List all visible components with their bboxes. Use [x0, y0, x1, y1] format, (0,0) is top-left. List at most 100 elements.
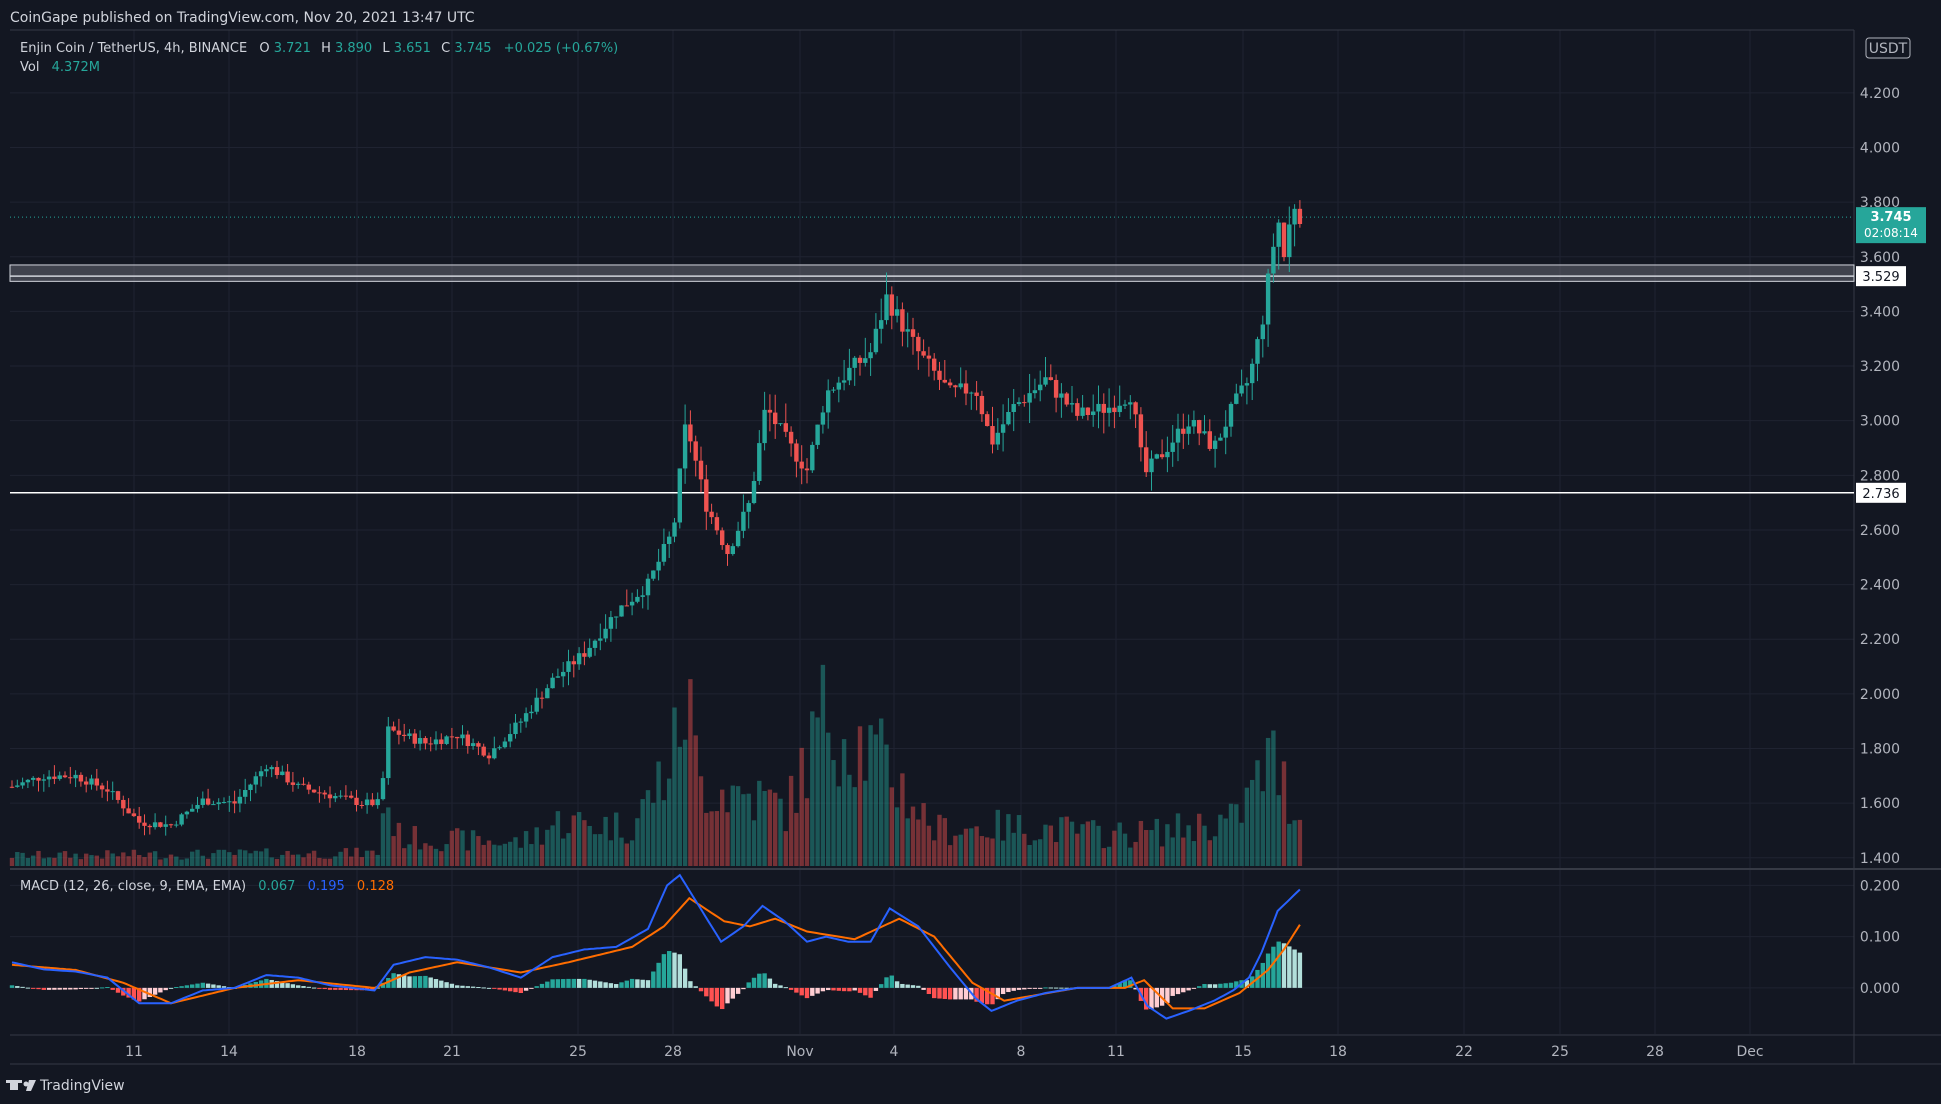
currency-badge[interactable]: USDT	[1865, 37, 1911, 59]
macd-histogram	[9, 941, 1303, 1010]
volume-bar	[428, 845, 433, 866]
volume-bar	[486, 840, 492, 866]
macd-histogram-bar	[635, 979, 640, 988]
macd-histogram-bar	[1048, 987, 1053, 989]
macd-histogram-bar	[958, 987, 963, 1000]
volume-bars	[9, 664, 1303, 866]
volume-bar	[926, 825, 932, 866]
volume-bar	[1159, 846, 1165, 866]
candle-body	[1133, 402, 1138, 415]
candle-body	[958, 383, 963, 388]
macd-histogram-bar	[465, 986, 470, 988]
candle-body	[1144, 447, 1149, 473]
macd-histogram-bar	[57, 987, 62, 990]
candle-body	[608, 617, 614, 629]
volume-bar	[704, 812, 709, 866]
volume-bar	[317, 857, 322, 866]
candle-body	[1027, 393, 1032, 403]
candle-body	[932, 358, 937, 371]
candle-body	[455, 736, 460, 739]
macd-histogram-bar	[84, 987, 89, 989]
volume-bar	[237, 849, 243, 866]
candle-body	[820, 412, 826, 425]
candle-body	[1059, 393, 1064, 398]
candle-body	[539, 697, 545, 699]
candle-body	[1207, 431, 1212, 449]
resistance-zone[interactable]	[9, 264, 1855, 282]
candle-body	[402, 734, 407, 736]
volume-bar	[1000, 840, 1006, 866]
macd-legend[interactable]: MACD (12, 26, close, 9, EMA, EMA) 0.067 …	[20, 879, 394, 894]
volume-bar	[402, 848, 407, 866]
candle-body	[1128, 402, 1133, 405]
volume-bar	[534, 827, 539, 866]
candle-body	[587, 647, 592, 657]
volume-bar	[518, 847, 523, 866]
candle-body	[873, 328, 879, 353]
volume-bar	[78, 859, 84, 866]
volume-bar	[20, 852, 25, 866]
volume-bar	[137, 855, 142, 866]
candle-body	[9, 786, 15, 788]
volume-bar	[147, 852, 152, 866]
macd-histogram-bar	[698, 987, 704, 992]
volume-bar	[375, 854, 380, 866]
volume-bar	[423, 843, 428, 866]
macd-histogram-bar	[534, 986, 539, 988]
volume-bar	[762, 790, 767, 866]
time-tick-label: 25	[569, 1044, 587, 1060]
volume-bar	[974, 826, 979, 866]
macd-histogram-bar	[211, 984, 216, 988]
macd-histogram-bar	[852, 987, 857, 991]
candle-body	[258, 771, 264, 777]
candle-body	[614, 616, 619, 618]
volume-bar	[820, 664, 826, 866]
macd-histogram-bar	[645, 980, 651, 988]
candle-body	[688, 424, 693, 442]
volume-bar	[1234, 804, 1239, 866]
volume-bar	[264, 848, 269, 866]
macd-histogram-bar	[794, 987, 799, 993]
macd-histogram-bar	[799, 987, 804, 996]
macd-histogram-bar	[539, 983, 545, 988]
volume-bar	[280, 854, 285, 866]
candle-body	[359, 805, 364, 807]
candle-body	[412, 733, 417, 744]
volume-bar	[1053, 842, 1059, 866]
volume-bar	[815, 717, 820, 866]
ohlc-legend[interactable]: Enjin Coin / TetherUS, 4h, BINANCE O 3.7…	[20, 41, 618, 56]
volume-bar	[492, 844, 497, 866]
volume-bar	[412, 826, 417, 866]
candle-body	[1181, 428, 1186, 434]
macd-histogram-bar	[115, 987, 121, 993]
macd-histogram-bar	[587, 979, 592, 988]
candle-body	[709, 511, 714, 518]
macd-histogram-bar	[571, 978, 576, 988]
candle-body	[656, 561, 661, 571]
macd-histogram-bar	[555, 979, 561, 988]
volume-bar	[142, 857, 147, 866]
volume-bar	[852, 787, 857, 866]
candle-body	[1159, 454, 1165, 458]
volume-legend[interactable]: Vol 4.372M	[20, 60, 100, 75]
candle-body	[698, 460, 704, 480]
candle-body	[211, 804, 216, 806]
currency-label: USDT	[1869, 41, 1908, 57]
candle-body	[720, 530, 725, 546]
tradingview-logo[interactable]: TradingView	[6, 1078, 125, 1094]
candle-body	[545, 688, 550, 699]
low-value: 3.651	[394, 41, 431, 56]
candle-body	[1287, 224, 1292, 258]
candle-body	[364, 799, 370, 806]
macd-histogram-bar	[672, 952, 677, 988]
candle-body	[110, 791, 115, 793]
macd-histogram-bar	[412, 976, 417, 988]
volume-bar	[1287, 823, 1292, 866]
volume-bar	[1265, 737, 1271, 866]
volume-bar	[889, 787, 894, 866]
volume-bar	[444, 844, 449, 866]
macd-histogram-bar	[508, 987, 513, 992]
candle-body	[603, 628, 608, 639]
volume-bar	[1292, 820, 1297, 866]
candle-body	[555, 676, 561, 678]
